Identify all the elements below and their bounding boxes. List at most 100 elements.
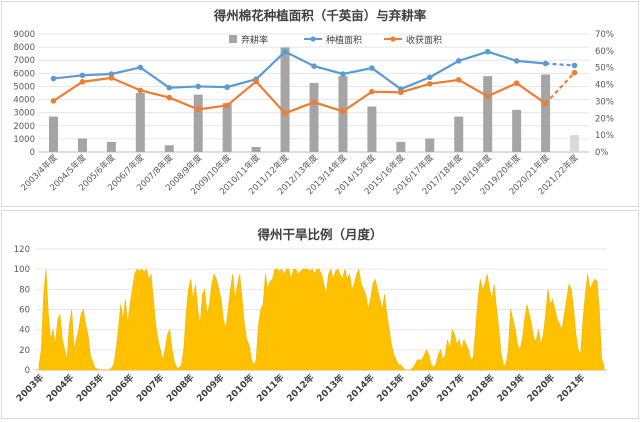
series-point	[79, 79, 86, 85]
y-right-tick-label: 60%	[595, 47, 614, 57]
series-line	[53, 50, 546, 91]
x-tick-label: 2005年	[74, 372, 107, 405]
series-point	[542, 100, 549, 107]
series-point	[224, 84, 230, 90]
series-point	[484, 48, 491, 55]
series-point	[311, 63, 317, 69]
legend-label: 收获面积	[406, 34, 442, 46]
y-right-tick-label: 70%	[595, 30, 614, 40]
bar-abandon-rate	[251, 146, 261, 152]
y-left-tick-label: 8000	[13, 43, 35, 53]
x-tick-label: 2009年	[194, 372, 227, 405]
bar-abandon-rate	[106, 141, 116, 152]
bar-abandon-rate	[483, 76, 493, 152]
series-point	[311, 99, 317, 105]
series-point	[571, 62, 578, 69]
series-point	[137, 64, 144, 71]
y-right-tick-label: 30%	[595, 97, 614, 107]
y-right-tick-label: 40%	[595, 81, 614, 91]
bar-abandon-rate	[222, 103, 232, 152]
series-point	[108, 71, 115, 77]
series-point	[340, 71, 346, 77]
drought-area	[38, 268, 605, 371]
series-point	[50, 98, 57, 104]
x-tick-label: 2020年	[524, 372, 557, 405]
legend-swatch	[229, 35, 237, 43]
drought-chart: 得州干旱比例（月度） 0 20 40 60 80 100 120 2003年2004年2005年…	[14, 227, 607, 405]
bar-abandon-rate	[280, 47, 290, 152]
series-point	[224, 102, 230, 109]
bar-abandon-rate	[77, 138, 87, 152]
x-tick-label: 2019年	[494, 372, 527, 405]
y-left-tick-label: 1000	[13, 135, 35, 145]
series-line-projection	[545, 62, 575, 67]
y-right-tick-label: 0%	[595, 148, 609, 158]
bar-abandon-rate	[48, 116, 58, 152]
series-point	[79, 72, 86, 79]
x-tick-label: 2006年	[104, 372, 137, 405]
x-tick-label: 2007年	[134, 372, 167, 405]
series-point	[542, 60, 549, 67]
y-right-tick-label: 10%	[595, 131, 614, 141]
bar-abandon-rate	[135, 93, 145, 152]
x-tick-label: 2010年	[224, 372, 257, 405]
bar-abandon-rate	[570, 135, 580, 152]
y-left-tick-label: 2000	[13, 122, 35, 132]
x-tick-label: 2021年	[554, 372, 587, 405]
series-point	[195, 106, 202, 113]
y-left-tick-label: 6000	[13, 69, 35, 79]
y-tick-label: 40	[19, 326, 30, 336]
x-tick-label: 2016年	[404, 372, 437, 405]
bar-abandon-rate	[193, 94, 203, 152]
bar-abandon-rate	[396, 141, 406, 152]
x-tick-label: 2003年	[14, 372, 47, 405]
series-point	[513, 80, 520, 86]
series-point	[195, 83, 202, 90]
y-left-tick-label: 3000	[13, 109, 35, 119]
bar-abandon-rate	[541, 74, 551, 152]
y-left-tick-label: 5000	[13, 82, 35, 92]
series-point	[108, 75, 115, 81]
y-right-tick-label: 20%	[595, 114, 614, 124]
y-left-tick-label: 0	[30, 148, 35, 158]
series-point	[166, 84, 173, 91]
series-point	[369, 65, 375, 71]
series-point	[398, 89, 404, 96]
y-tick-label: 100	[14, 265, 30, 275]
series-line	[52, 76, 547, 115]
x-tick-label: 2004年	[44, 372, 77, 405]
series-point	[282, 48, 288, 55]
bar-abandon-rate	[512, 109, 522, 152]
series-point	[571, 69, 578, 76]
bar-abandon-rate	[164, 145, 174, 152]
chart-panel-drought: 得州干旱比例（月度） 0 20 40 60 80 100 120 2003年 2004年 2005年…	[1, 210, 639, 419]
series-point	[137, 87, 144, 94]
bar-abandon-rate	[367, 106, 377, 152]
x-tick-label: 2017年	[434, 372, 467, 405]
chart-panel-planting: 得州棉花种植面积（千英亩）与弃耕率 0 1000 2000 3000 4000 5000 60…	[1, 1, 639, 207]
chart-title: 得州棉花种植面积（千英亩）与弃耕率	[213, 8, 427, 23]
y-tick-label: 20	[19, 346, 30, 356]
legend-marker	[390, 36, 396, 42]
y-left-tick-label: 7000	[13, 56, 35, 66]
y-tick-label: 120	[14, 245, 30, 255]
bar-abandon-rate	[309, 82, 319, 152]
series-point	[253, 78, 259, 85]
series-line-projection	[544, 71, 576, 105]
series-point	[340, 108, 346, 115]
legend-label: 种植面积	[326, 34, 362, 46]
x-tick-label: 2018年	[464, 372, 497, 405]
y-tick-label: 60	[19, 306, 30, 316]
series-point	[455, 77, 462, 83]
series-point	[513, 58, 520, 64]
series-point	[484, 93, 491, 100]
series-point	[455, 58, 462, 64]
x-tick-label: 2013年	[314, 372, 347, 405]
legend-marker	[310, 36, 316, 42]
series-point	[166, 94, 173, 101]
y-left-tick-label: 4000	[13, 96, 35, 106]
bar-abandon-rate	[425, 138, 435, 152]
series-point	[426, 81, 433, 87]
x-tick-label: 2012年	[284, 372, 317, 405]
x-tick-label: 2014年	[344, 372, 377, 405]
